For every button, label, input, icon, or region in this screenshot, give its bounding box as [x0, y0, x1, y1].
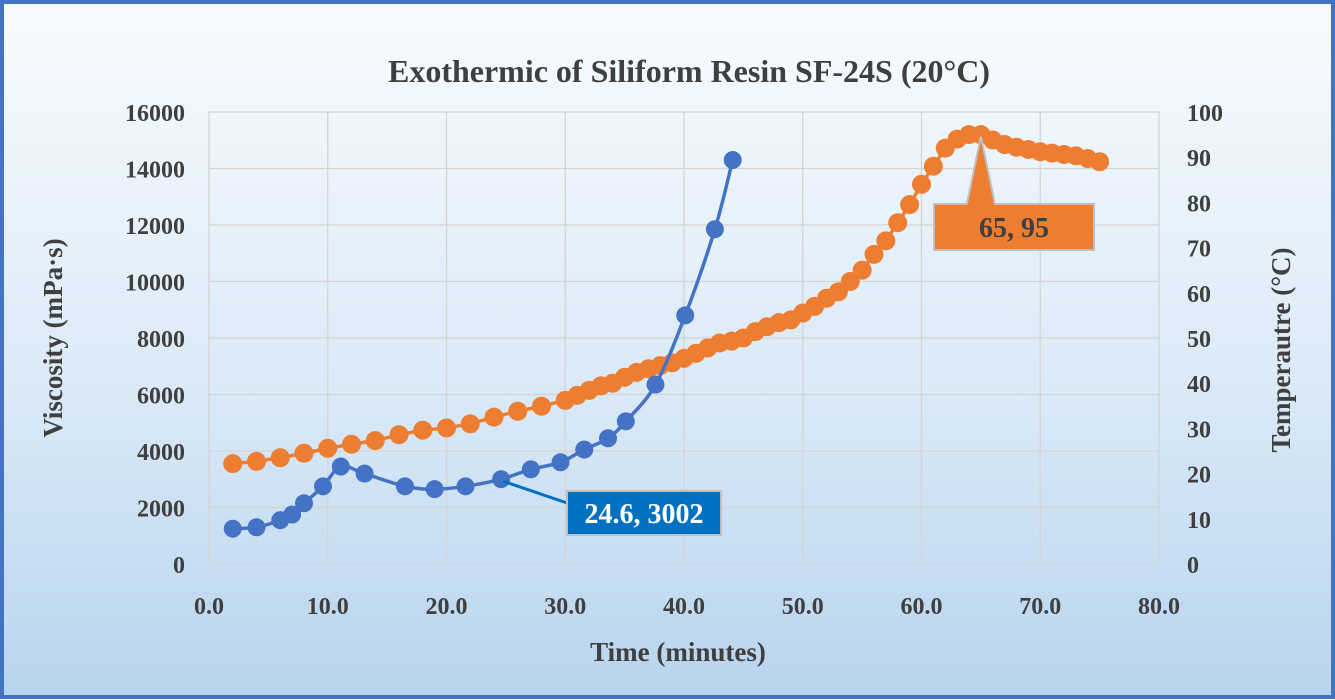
y2-tick-label: 10	[1187, 508, 1211, 534]
x-tick-label: 0.0	[194, 594, 224, 620]
viscosity-data-point	[355, 464, 374, 483]
viscosity-data-point	[646, 375, 665, 394]
viscosity-data-point	[616, 412, 635, 431]
x-tick-label: 50.0	[782, 594, 824, 620]
series-layer	[223, 125, 1110, 538]
callout-box-viscosity	[566, 490, 722, 536]
callouts-layer: 24.6, 3002 65, 95	[502, 136, 1095, 536]
viscosity-data-point	[223, 519, 242, 538]
viscosity-data-point	[295, 494, 313, 513]
y-tick-label: 2000	[137, 497, 185, 523]
callout-leader-line	[502, 479, 568, 505]
x-axis-ticks: 0.0 10.0 20.0 30.0 40.0 50.0 60.0 70.0 80.0	[194, 594, 1180, 620]
viscosity-data-point	[314, 477, 332, 496]
callout-box-temperature	[933, 136, 1095, 251]
temperature-data-point	[413, 420, 433, 440]
viscosity-data-point	[456, 477, 475, 496]
y-tick-label: 0	[173, 553, 185, 579]
y-tick-label: 16000	[125, 101, 185, 127]
viscosity-data-point	[247, 518, 266, 537]
viscosity-data-point	[705, 220, 724, 239]
y2-tick-label: 60	[1187, 282, 1211, 308]
viscosity-data-point	[331, 457, 350, 476]
x-tick-label: 40.0	[663, 594, 705, 620]
temperature-data-point	[508, 401, 528, 421]
temperature-data-point	[912, 174, 931, 194]
temperature-data-point	[876, 231, 896, 251]
y-axis-ticks: 0 2000 4000 6000 8000 10000 12000 14000 16000	[125, 101, 185, 579]
temperature-data-point	[484, 407, 504, 427]
gridlines	[208, 111, 1160, 565]
temperature-data-point	[389, 425, 409, 445]
viscosity-data-point	[492, 470, 511, 489]
viscosity-data-point	[723, 151, 742, 170]
viscosity-data-point	[521, 460, 540, 479]
x-tick-label: 10.0	[307, 594, 349, 620]
viscosity-data-point	[425, 480, 444, 499]
x-tick-label: 20.0	[426, 594, 468, 620]
temperature-data-point	[1090, 152, 1110, 172]
x-axis-title: Time (minutes)	[590, 637, 766, 667]
viscosity-series-line	[232, 159, 735, 531]
y2-tick-label: 0	[1187, 553, 1199, 579]
y2-tick-label: 30	[1187, 417, 1211, 443]
temperature-data-point	[888, 213, 908, 233]
temperature-data-point	[840, 272, 860, 291]
x-tick-label: 80.0	[1138, 594, 1180, 620]
x-tick-label: 70.0	[1019, 594, 1061, 620]
y2-tick-label: 40	[1187, 372, 1211, 398]
viscosity-data-point	[575, 440, 594, 459]
temperature-data-point	[342, 434, 361, 454]
x-tick-label: 60.0	[901, 594, 943, 620]
temperature-data-point	[365, 431, 385, 451]
temperature-data-point	[247, 451, 266, 471]
y-tick-label: 8000	[137, 327, 185, 353]
y-axis-title: Viscosity (mPa·s)	[38, 238, 68, 437]
temperature-data-point	[532, 396, 551, 416]
temperature-data-point	[900, 195, 920, 215]
temperature-data-point	[460, 414, 480, 434]
temperature-data-point	[437, 418, 456, 438]
y2-tick-label: 20	[1187, 463, 1211, 489]
temperature-data-point	[852, 260, 872, 280]
y-tick-label: 14000	[125, 158, 185, 184]
y-tick-label: 10000	[125, 271, 185, 297]
y2-tick-label: 70	[1187, 237, 1211, 263]
viscosity-data-point	[395, 477, 414, 496]
y2-axis-ticks: 0 10 20 30 40 50 60 70 80 90 100	[1187, 101, 1223, 579]
y-tick-label: 6000	[137, 384, 185, 410]
chart-title: Exothermic of Siliform Resin SF-24S (20°…	[388, 53, 990, 89]
y-tick-label: 12000	[125, 214, 185, 240]
temperature-data-point	[923, 156, 943, 176]
viscosity-data-point	[551, 453, 570, 472]
temperature-data-point	[294, 443, 314, 463]
y2-tick-label: 50	[1187, 327, 1211, 353]
y2-axis-title: Temperautre (°C)	[1266, 247, 1296, 452]
temperature-data-point	[270, 448, 290, 468]
callout-label-temperature: 65, 95	[979, 213, 1049, 244]
temperature-data-point	[864, 244, 884, 264]
y2-tick-label: 90	[1187, 146, 1211, 172]
temperature-series-line	[232, 132, 1101, 466]
y2-tick-label: 80	[1187, 191, 1211, 217]
viscosity-data-point	[676, 306, 695, 325]
x-tick-label: 30.0	[544, 594, 586, 620]
viscosity-temperature-chart: Exothermic of Siliform Resin SF-24S (20°…	[38, 53, 1296, 667]
callout-label-viscosity: 24.6, 3002	[585, 499, 704, 530]
viscosity-data-point	[599, 429, 617, 448]
y-tick-label: 4000	[137, 440, 185, 466]
temperature-data-point	[318, 438, 338, 458]
temperature-data-point	[223, 454, 243, 474]
y2-tick-label: 100	[1187, 101, 1223, 127]
viscosity-data-point	[283, 505, 302, 524]
